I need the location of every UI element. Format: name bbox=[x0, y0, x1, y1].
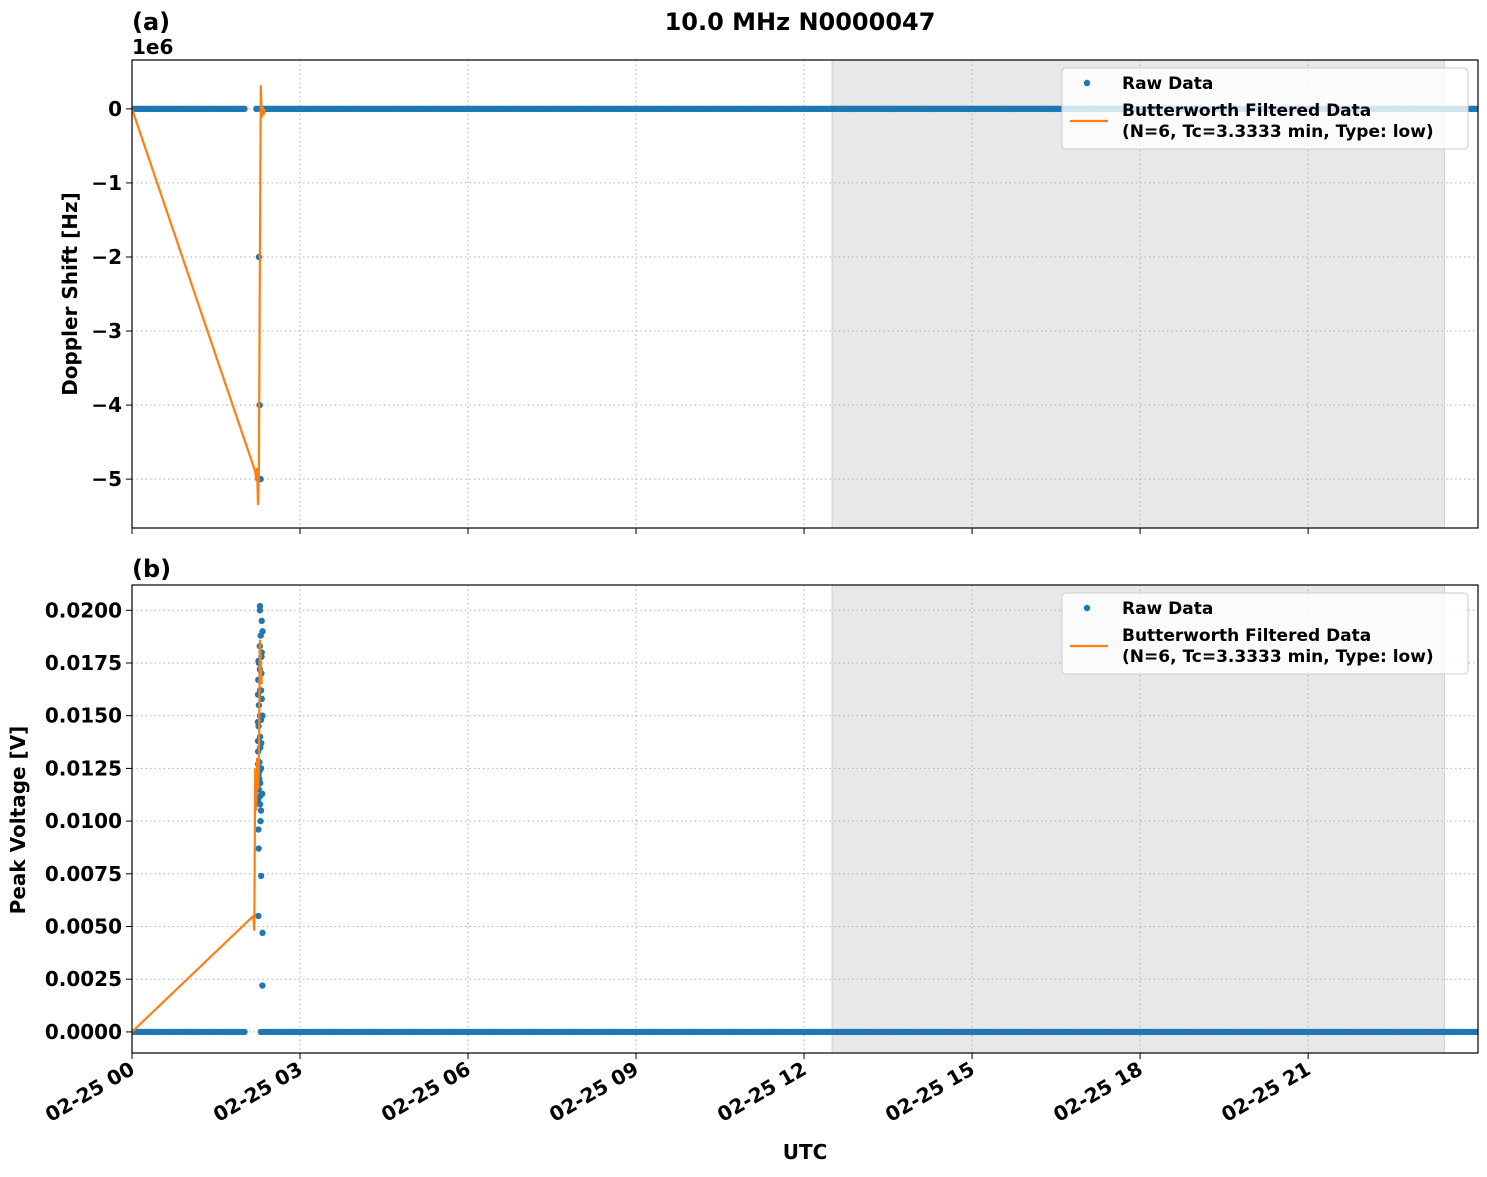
panel-label-a: (a) bbox=[132, 8, 170, 36]
x-tick-label: 02-25 18 bbox=[1049, 1057, 1147, 1127]
y-tick-label: −1 bbox=[91, 171, 122, 195]
legend-raw-label: Raw Data bbox=[1122, 599, 1213, 619]
raw-data-point bbox=[258, 873, 264, 879]
raw-data-point bbox=[259, 982, 265, 988]
y-tick-label: 0.0200 bbox=[45, 598, 122, 622]
raw-data-point bbox=[257, 603, 263, 609]
legend: Raw Data Butterworth Filtered Data(N=6, T… bbox=[1062, 593, 1468, 674]
y-tick-label: −5 bbox=[91, 467, 122, 491]
legend: Raw Data Butterworth Filtered Data(N=6, T… bbox=[1062, 68, 1468, 149]
legend-raw-marker bbox=[1084, 80, 1090, 86]
x-tick-label: 02-25 21 bbox=[1217, 1057, 1315, 1127]
legend-raw-label: Raw Data bbox=[1122, 74, 1213, 94]
raw-data-point bbox=[257, 801, 263, 807]
x-tick-label: 02-25 15 bbox=[881, 1057, 979, 1127]
raw-data-point bbox=[258, 807, 264, 813]
raw-data-point bbox=[255, 826, 261, 832]
y-tick-label: −4 bbox=[91, 393, 122, 417]
filtered-data-line bbox=[132, 640, 262, 1032]
raw-data-point bbox=[259, 930, 265, 936]
raw-data-point bbox=[255, 845, 261, 851]
x-tick-label: 02-25 06 bbox=[377, 1057, 475, 1127]
raw-data-point bbox=[241, 1029, 247, 1035]
x-tick-label: 02-25 00 bbox=[41, 1057, 139, 1127]
legend-raw-marker bbox=[1084, 605, 1090, 611]
raw-data-point bbox=[255, 913, 261, 919]
panel-label-b: (b) bbox=[132, 555, 171, 583]
y-tick-label: 0.0175 bbox=[45, 651, 122, 675]
y-tick-label: 0.0075 bbox=[45, 862, 122, 886]
legend-filtered-params: (N=6, Tc=3.3333 min, Type: low) bbox=[1122, 647, 1434, 667]
legend-filtered-label: Butterworth Filtered Data bbox=[1122, 101, 1371, 121]
y-axis-label-b: Peak Voltage [V] bbox=[6, 726, 30, 915]
y-tick-label: 0.0125 bbox=[45, 756, 122, 780]
y-tick-label: 0.0050 bbox=[45, 915, 122, 939]
x-axis-label: UTC bbox=[783, 1140, 828, 1164]
filtered-data-line bbox=[132, 85, 265, 505]
raw-data-point bbox=[259, 628, 265, 634]
raw-data-point bbox=[257, 818, 263, 824]
x-tick-label: 02-25 09 bbox=[545, 1057, 643, 1127]
y-tick-label: 0.0100 bbox=[45, 809, 122, 833]
y-tick-label: 0.0150 bbox=[45, 704, 122, 728]
raw-data-point bbox=[259, 791, 265, 797]
x-tick-label: 02-25 03 bbox=[209, 1057, 307, 1127]
raw-data-point bbox=[241, 106, 247, 112]
x-tick-label: 02-25 12 bbox=[713, 1057, 811, 1127]
legend-filtered-label: Butterworth Filtered Data bbox=[1122, 626, 1371, 646]
y-tick-label: 0 bbox=[108, 97, 122, 121]
y-tick-label: 0.0000 bbox=[45, 1020, 122, 1044]
raw-data-point bbox=[259, 618, 265, 624]
y-offset-text: 1e6 bbox=[132, 35, 173, 59]
y-tick-label: 0.0025 bbox=[45, 967, 122, 991]
legend-filtered-params: (N=6, Tc=3.3333 min, Type: low) bbox=[1122, 122, 1434, 142]
y-axis-label-a: Doppler Shift [Hz] bbox=[58, 192, 82, 396]
y-tick-label: −3 bbox=[91, 319, 122, 343]
y-tick-label: −2 bbox=[91, 245, 122, 269]
chart-title: 10.0 MHz N0000047 bbox=[665, 8, 936, 36]
panel-b: 0.0000 0.0025 0.0050 0.0075 0.0100 0.0125 0.01… bbox=[41, 585, 1479, 1127]
panel-a: 0 −1 −2 −3 −4 −5 Raw Data Butterworth Filtered … bbox=[91, 60, 1479, 534]
